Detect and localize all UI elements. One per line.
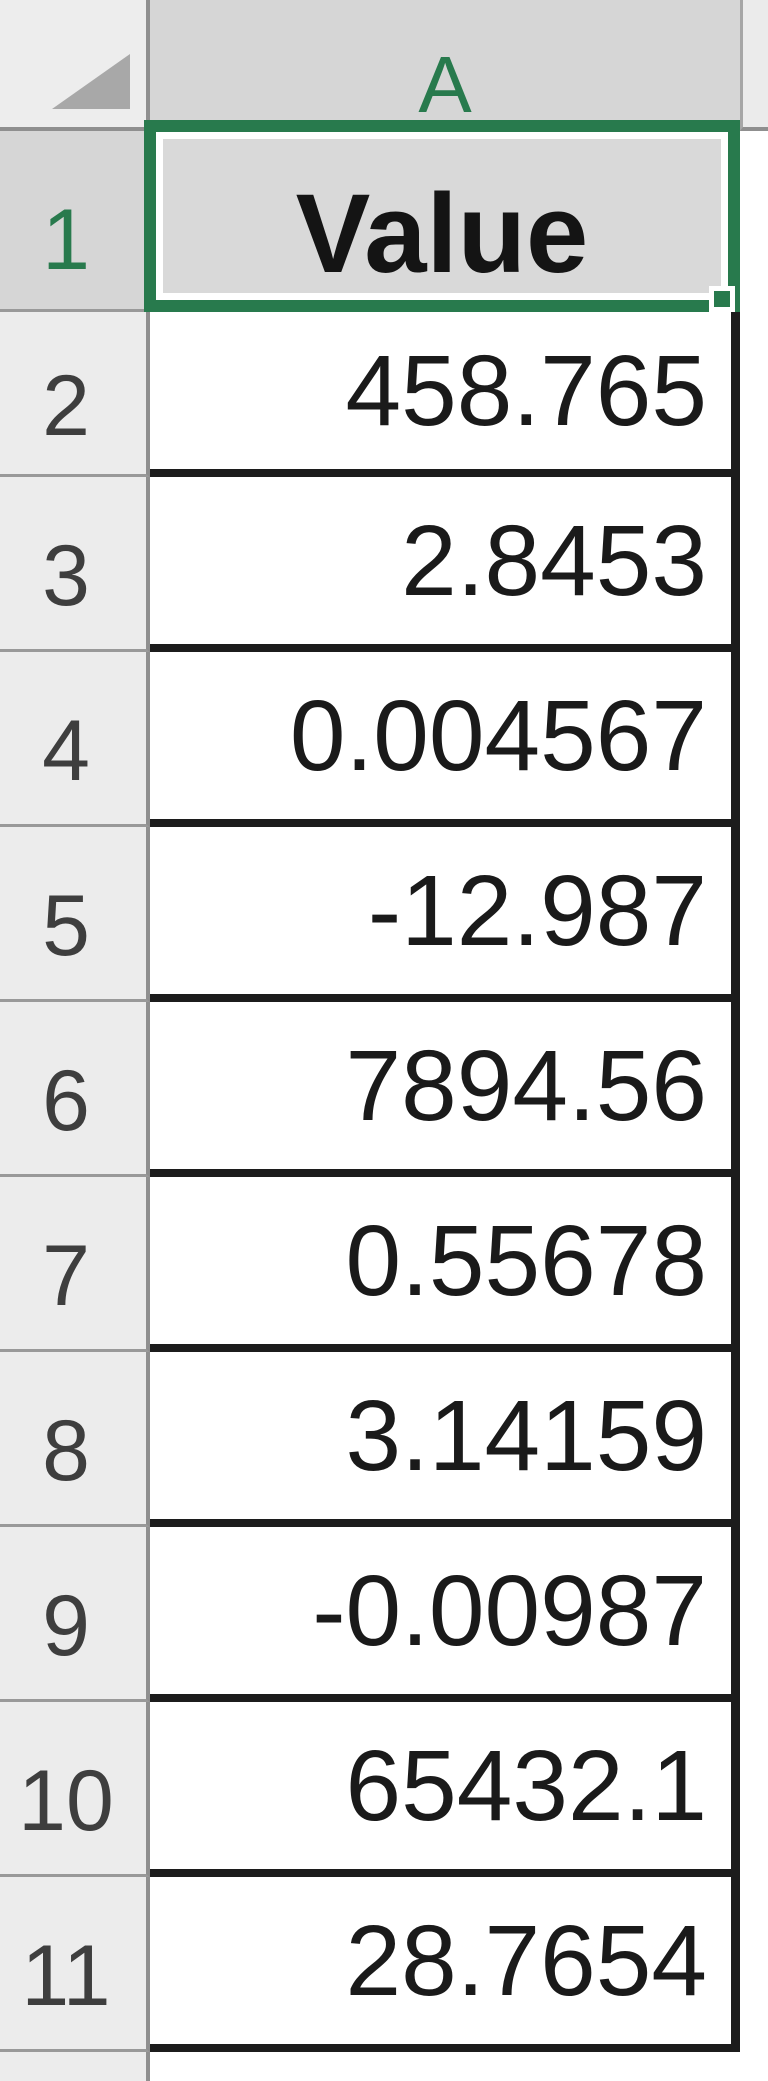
cell-b12-partial[interactable] — [740, 2052, 768, 2081]
cell-value: 65432.1 — [345, 1729, 707, 1842]
row-number: 8 — [42, 1403, 90, 1499]
row-header-7[interactable]: 7 — [0, 1177, 150, 1352]
row-number: 1 — [42, 192, 90, 288]
column-header-a-label: A — [418, 40, 472, 129]
row-header-2[interactable]: 2 — [0, 312, 150, 477]
row-header-1[interactable]: 1 — [0, 131, 150, 312]
cell-b11-partial[interactable] — [740, 1877, 768, 2052]
row-number: 9 — [42, 1578, 90, 1674]
row-number: 2 — [42, 358, 90, 454]
row-header-5[interactable]: 5 — [0, 827, 150, 1002]
cell-a6[interactable]: 7894.56 — [150, 1002, 740, 1177]
cell-a7[interactable]: 0.55678 — [150, 1177, 740, 1352]
cell-a8[interactable]: 3.14159 — [150, 1352, 740, 1527]
select-all-triangle-icon — [52, 54, 130, 109]
row-number: 7 — [42, 1228, 90, 1324]
cell-value: 7894.56 — [345, 1029, 707, 1142]
row-header-12-partial[interactable] — [0, 2052, 150, 2081]
cell-a4[interactable]: 0.004567 — [150, 652, 740, 827]
row-header-9[interactable]: 9 — [0, 1527, 150, 1702]
cell-a1-value: Value — [295, 171, 589, 296]
select-all-corner[interactable] — [0, 0, 150, 131]
row-number: 5 — [42, 878, 90, 974]
row-header-11[interactable]: 11 — [0, 1877, 150, 2052]
cell-b5-partial[interactable] — [740, 827, 768, 1002]
row-header-4[interactable]: 4 — [0, 652, 150, 827]
cell-b4-partial[interactable] — [740, 652, 768, 827]
cell-b10-partial[interactable] — [740, 1702, 768, 1877]
row-number: 4 — [42, 703, 90, 799]
cell-value: 458.765 — [345, 334, 707, 447]
column-header-a[interactable]: A — [150, 0, 740, 131]
row-header-8[interactable]: 8 — [0, 1352, 150, 1527]
cell-a10[interactable]: 65432.1 — [150, 1702, 740, 1877]
cell-a3[interactable]: 2.8453 — [150, 477, 740, 652]
cell-value: 3.14159 — [345, 1379, 707, 1492]
cell-value: 28.7654 — [345, 1904, 707, 2017]
row-number: 3 — [42, 528, 90, 624]
row-number: 10 — [18, 1753, 114, 1849]
cell-b8-partial[interactable] — [740, 1352, 768, 1527]
cell-a5[interactable]: -12.987 — [150, 827, 740, 1002]
cell-b1-partial[interactable] — [740, 131, 768, 312]
cell-b9-partial[interactable] — [740, 1527, 768, 1702]
cell-b2-partial[interactable] — [740, 312, 768, 477]
row-number: 11 — [21, 1928, 111, 2024]
cell-b7-partial[interactable] — [740, 1177, 768, 1352]
row-number: 6 — [42, 1053, 90, 1149]
cell-b3-partial[interactable] — [740, 477, 768, 652]
cell-value: -0.00987 — [312, 1554, 707, 1667]
cell-a1[interactable]: Value — [144, 120, 740, 312]
cell-value: 2.8453 — [401, 504, 707, 617]
row-header-3[interactable]: 3 — [0, 477, 150, 652]
column-header-b-partial[interactable] — [740, 0, 768, 131]
row-header-10[interactable]: 10 — [0, 1702, 150, 1877]
cell-value: 0.55678 — [345, 1204, 707, 1317]
fill-handle[interactable] — [709, 286, 735, 312]
cell-value: 0.004567 — [289, 679, 707, 792]
cell-a9[interactable]: -0.00987 — [150, 1527, 740, 1702]
cell-a2[interactable]: 458.765 — [150, 312, 740, 477]
row-header-6[interactable]: 6 — [0, 1002, 150, 1177]
cell-value: -12.987 — [367, 854, 707, 967]
cell-a12-partial[interactable] — [150, 2052, 740, 2081]
cell-a11[interactable]: 28.7654 — [150, 1877, 740, 2052]
cell-b6-partial[interactable] — [740, 1002, 768, 1177]
